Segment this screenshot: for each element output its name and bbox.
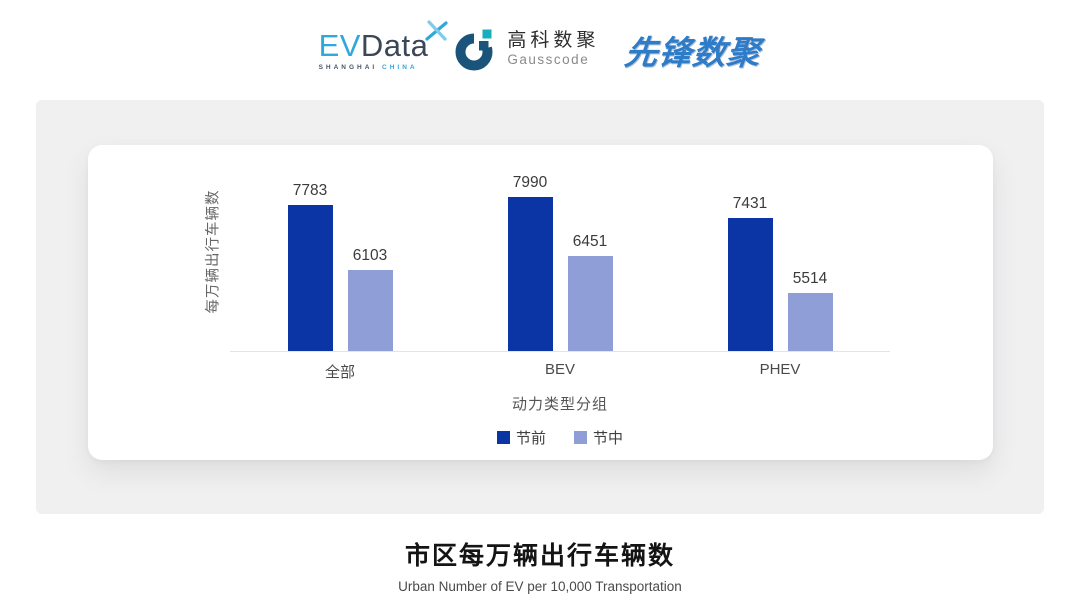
y-axis-label: 每万辆出行车辆数 (205, 189, 222, 314)
bar-value-label: 6103 (352, 247, 388, 264)
legend-swatch-mid-festival (574, 431, 587, 444)
evdata-wordmark: EVData (318, 19, 449, 63)
bar-value-label: 7990 (512, 174, 548, 191)
logo-header: EVData SHANGHAI CHINA 高科数聚 Gausscode 先锋数… (0, 0, 1080, 100)
x-axis-label: 动力类型分组 (511, 396, 608, 413)
evdata-subtext: SHANGHAI CHINA (319, 64, 429, 71)
bar (567, 256, 613, 351)
bar-column: 7783 (287, 182, 333, 351)
bar-column: 5514 (787, 270, 833, 351)
gausscode-english-name: Gausscode (507, 52, 590, 68)
legend: 节前 节中 (230, 427, 890, 448)
evdata-x-mark-icon (425, 19, 449, 41)
legend-swatch-pre-festival (496, 431, 510, 444)
plot-area: 7783 6103 7990 6451 7431 5514 (230, 145, 890, 352)
bar-column: 7431 (727, 195, 773, 351)
x-axis-categories: 全部 BEV PHEV (230, 361, 890, 382)
x-category-label: 全部 (324, 364, 355, 381)
bar-group: 7783 6103 (230, 145, 450, 351)
bar-value-label: 7431 (732, 195, 768, 212)
bar-chart: 7783 6103 7990 6451 7431 5514 全部 BEV PHEV 动力类型分… (230, 145, 890, 448)
bar (727, 218, 773, 351)
gausscode-logo: 高科数聚 Gausscode (454, 28, 599, 72)
footer-title-block: 市区每万辆出行车辆数 Urban Number of EV per 10,000… (0, 536, 1080, 594)
evdata-china-text: CHINA (382, 63, 418, 71)
page-subtitle: Urban Number of EV per 10,000 Transporta… (398, 579, 682, 594)
chart-panel: 每万辆出行车辆数 7783 6103 7990 6451 7431 5514 全部 BEV P… (36, 100, 1044, 514)
bar (347, 270, 393, 351)
x-category-label: BEV (544, 361, 575, 378)
evdata-logo: EVData SHANGHAI CHINA (318, 19, 449, 71)
evdata-data-text: Data (360, 27, 429, 63)
bar-column: 6103 (347, 247, 393, 351)
legend-item-mid-festival: 节中 (574, 427, 623, 448)
bar-group: 7990 6451 (450, 145, 670, 351)
legend-label-mid-festival: 节中 (593, 430, 624, 447)
chart-card: 每万辆出行车辆数 7783 6103 7990 6451 7431 5514 全部 BEV P… (88, 145, 993, 460)
evdata-ev-text: EV (318, 27, 361, 63)
bar (787, 293, 833, 351)
evdata-shanghai-text: SHANGHAI (318, 63, 378, 71)
gausscode-text: 高科数聚 Gausscode (507, 31, 599, 68)
xianfeng-logo: 先锋数聚 (623, 34, 764, 71)
x-category-label: PHEV (759, 361, 801, 378)
legend-label-pre-festival: 节前 (515, 430, 546, 447)
page-title: 市区每万辆出行车辆数 (404, 542, 675, 570)
gausscode-g-icon (455, 28, 499, 71)
bar-value-label: 7783 (292, 182, 328, 199)
gausscode-chinese-name: 高科数聚 (507, 30, 600, 52)
bar (287, 205, 333, 351)
bar-column: 7990 (507, 174, 553, 351)
legend-item-pre-festival: 节前 (496, 427, 546, 448)
bar-column: 6451 (567, 233, 613, 351)
bar-group: 7431 5514 (670, 145, 890, 351)
bar-value-label: 5514 (792, 270, 828, 287)
bar (507, 197, 553, 351)
bar-value-label: 6451 (572, 233, 608, 250)
